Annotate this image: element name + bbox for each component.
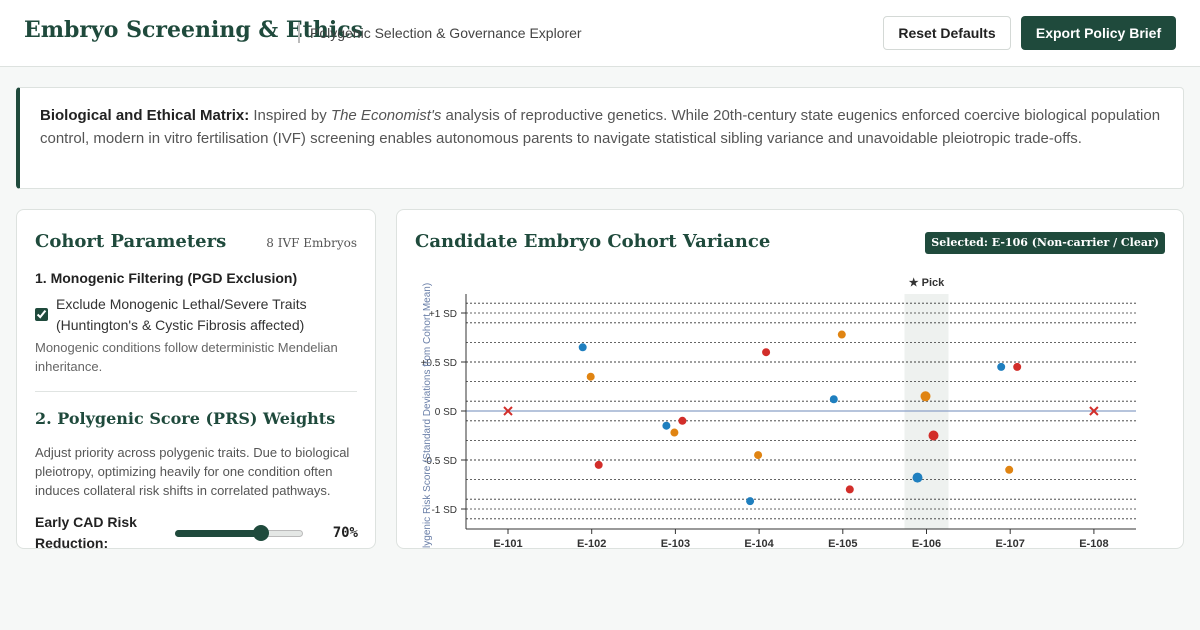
app-title: Embryo Screening & Ethics (24, 17, 363, 43)
y-axis-label: Polygenic Risk Score (Standard Deviation… (422, 283, 433, 549)
data-point (837, 330, 846, 339)
title-divider (298, 22, 300, 43)
exclude-monogenic-label[interactable]: Exclude Monogenic Lethal/Severe Traits (… (56, 296, 307, 333)
cohort-variance-panel: Candidate Embryo Cohort Variance Selecte… (396, 209, 1184, 549)
reset-defaults-button[interactable]: Reset Defaults (883, 16, 1011, 50)
y-tick-label: -1 SD (431, 505, 457, 516)
data-point (912, 472, 923, 483)
pick-label: ★ Pick (909, 277, 945, 289)
exclude-monogenic-checkbox[interactable] (35, 308, 48, 321)
y-tick-label: +0.5 SD (421, 358, 457, 369)
app-header: Embryo Screening & Ethics Polygenic Sele… (0, 0, 1200, 67)
data-point (1013, 362, 1022, 371)
data-point (762, 348, 771, 357)
app-subtitle: Polygenic Selection & Governance Explore… (310, 25, 582, 41)
x-tick-label: E-106 (912, 538, 941, 549)
x-tick-label: E-107 (996, 538, 1025, 549)
data-point (670, 428, 679, 437)
slider-thumb[interactable] (253, 525, 270, 541)
data-point (997, 362, 1006, 371)
data-point (920, 391, 931, 402)
x-tick-label: E-104 (744, 538, 774, 549)
excluded-marker (1089, 406, 1099, 416)
cohort-scatter-chart: ★ Pick +1 SD +0.5 SD 0 SD -0.5 SD -1 SDPolyge… (421, 277, 1136, 549)
cohort-parameters-panel: Cohort Parameters 8 IVF Embryos 1. Monog… (16, 209, 376, 549)
cad-weight-label: Early CAD Risk Reduction: (35, 514, 137, 549)
y-tick-label: 0 SD (435, 407, 457, 418)
data-point (662, 421, 671, 430)
excluded-marker (503, 406, 513, 416)
panel-title: Cohort Parameters (35, 231, 227, 252)
data-point (746, 497, 755, 506)
y-tick-label: +1 SD (429, 309, 457, 320)
data-point (678, 416, 687, 425)
data-point (829, 395, 838, 404)
export-policy-brief-button[interactable]: Export Policy Brief (1021, 16, 1176, 50)
polygenic-note: Adjust priority across polygenic traits.… (35, 445, 350, 498)
selected-embryo-badge: Selected: E-106 (Non-carrier / Clear) (925, 232, 1165, 254)
slider-fill (175, 530, 262, 537)
intro-banner: Biological and Ethical Matrix: Inspired … (16, 87, 1184, 189)
section-polygenic-title: 2. Polygenic Score (PRS) Weights (35, 409, 336, 428)
x-tick-label: E-105 (828, 538, 857, 549)
intro-publication: The Economist's (330, 107, 442, 124)
x-tick-label: E-103 (661, 538, 690, 549)
intro-heading: Biological and Ethical Matrix: (40, 107, 250, 124)
cad-weight-value: 70% (332, 525, 358, 541)
data-point (928, 430, 939, 441)
section-divider (35, 391, 357, 392)
data-point (1005, 465, 1014, 474)
data-point (845, 485, 854, 494)
chart-title: Candidate Embryo Cohort Variance (415, 231, 771, 252)
data-point (578, 343, 587, 352)
y-tick-label: -0.5 SD (423, 456, 457, 467)
x-tick-label: E-102 (577, 538, 606, 549)
x-tick-label: E-108 (1079, 538, 1108, 549)
data-point (586, 372, 595, 381)
monogenic-note: Monogenic conditions follow deterministi… (35, 340, 338, 374)
intro-text-pre: Inspired by (249, 107, 331, 124)
intro-text: analysis of reproductive genetics. While… (40, 107, 1161, 147)
data-point (754, 451, 763, 460)
embryo-count: 8 IVF Embryos (266, 236, 357, 250)
cad-weight-slider[interactable] (175, 523, 303, 543)
x-tick-label: E-101 (493, 538, 522, 549)
section-monogenic-title: 1. Monogenic Filtering (PGD Exclusion) (35, 270, 298, 286)
data-point (594, 460, 603, 469)
